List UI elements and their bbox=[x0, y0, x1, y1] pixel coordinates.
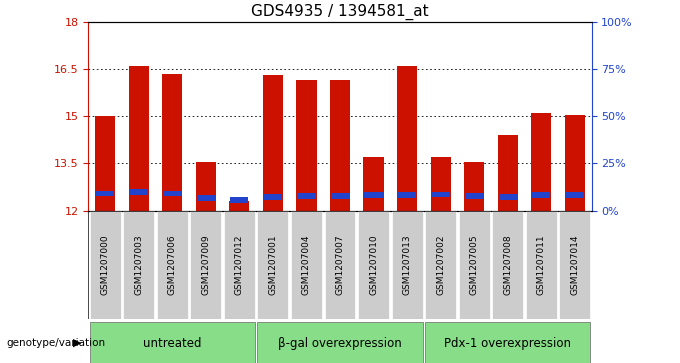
Bar bbox=[123, 211, 154, 319]
Bar bbox=[331, 193, 349, 199]
Text: GSM1207005: GSM1207005 bbox=[470, 234, 479, 295]
Bar bbox=[397, 66, 417, 211]
Text: GSM1207000: GSM1207000 bbox=[101, 234, 109, 295]
Bar bbox=[90, 322, 255, 363]
Bar bbox=[430, 157, 451, 211]
Text: GSM1207007: GSM1207007 bbox=[335, 234, 345, 295]
Bar bbox=[231, 197, 248, 203]
Bar bbox=[324, 211, 356, 319]
Text: untreated: untreated bbox=[143, 337, 201, 350]
Bar bbox=[565, 115, 585, 211]
Bar bbox=[498, 135, 517, 211]
Text: GSM1207002: GSM1207002 bbox=[436, 235, 445, 295]
Bar bbox=[264, 194, 282, 200]
Bar bbox=[163, 74, 182, 211]
Bar bbox=[364, 192, 383, 198]
Bar bbox=[129, 66, 149, 211]
Bar bbox=[95, 116, 115, 211]
Bar bbox=[425, 322, 590, 363]
Bar bbox=[297, 193, 316, 199]
Text: GSM1207008: GSM1207008 bbox=[503, 234, 512, 295]
Bar bbox=[566, 192, 584, 198]
Bar bbox=[532, 192, 550, 198]
Text: GSM1207014: GSM1207014 bbox=[571, 235, 579, 295]
Bar bbox=[224, 211, 255, 319]
Bar bbox=[392, 211, 422, 319]
Text: GSM1207011: GSM1207011 bbox=[537, 234, 546, 295]
Text: GSM1207006: GSM1207006 bbox=[168, 234, 177, 295]
Text: ▶: ▶ bbox=[73, 338, 82, 348]
Text: Pdx-1 overexpression: Pdx-1 overexpression bbox=[444, 337, 571, 350]
Text: genotype/variation: genotype/variation bbox=[7, 338, 106, 348]
Bar bbox=[196, 162, 216, 211]
Title: GDS4935 / 1394581_at: GDS4935 / 1394581_at bbox=[251, 4, 429, 20]
Bar bbox=[459, 211, 490, 319]
Bar bbox=[130, 189, 148, 195]
Text: GSM1207001: GSM1207001 bbox=[269, 234, 277, 295]
Bar bbox=[90, 211, 120, 319]
Bar bbox=[560, 211, 590, 319]
Bar bbox=[190, 211, 221, 319]
Bar bbox=[157, 211, 188, 319]
Bar bbox=[425, 211, 456, 319]
Bar bbox=[291, 211, 322, 319]
Bar bbox=[498, 194, 517, 200]
Bar bbox=[364, 157, 384, 211]
Bar bbox=[464, 162, 484, 211]
Bar bbox=[531, 113, 551, 211]
Bar bbox=[163, 191, 182, 196]
Bar bbox=[296, 80, 316, 211]
Text: β-gal overexpression: β-gal overexpression bbox=[278, 337, 402, 350]
Text: GSM1207013: GSM1207013 bbox=[403, 234, 411, 295]
Text: GSM1207010: GSM1207010 bbox=[369, 234, 378, 295]
Bar bbox=[258, 211, 288, 319]
Text: GSM1207003: GSM1207003 bbox=[134, 234, 143, 295]
Text: GSM1207012: GSM1207012 bbox=[235, 235, 244, 295]
Bar bbox=[432, 192, 449, 197]
Bar bbox=[229, 201, 250, 211]
Bar bbox=[492, 211, 523, 319]
Bar bbox=[465, 193, 483, 199]
Bar bbox=[263, 75, 283, 211]
Bar bbox=[526, 211, 557, 319]
Text: GSM1207004: GSM1207004 bbox=[302, 235, 311, 295]
Text: GSM1207009: GSM1207009 bbox=[201, 234, 210, 295]
Bar bbox=[258, 322, 422, 363]
Bar bbox=[358, 211, 389, 319]
Bar bbox=[398, 192, 416, 198]
Bar bbox=[330, 80, 350, 211]
Bar bbox=[96, 191, 114, 196]
Bar bbox=[197, 195, 215, 201]
